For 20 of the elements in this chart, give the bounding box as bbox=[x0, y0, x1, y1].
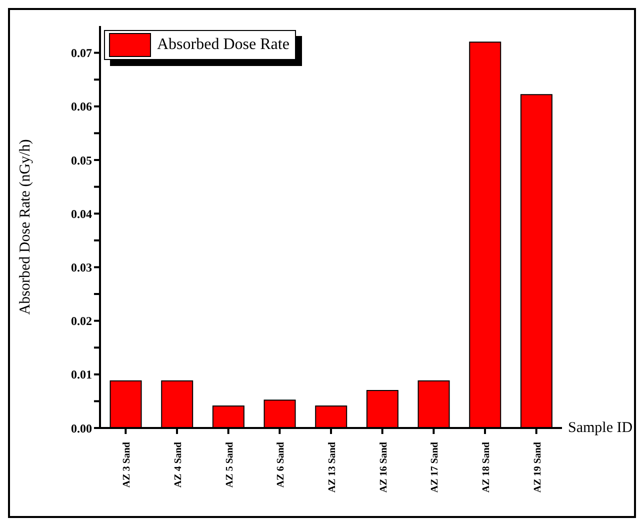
x-tick-label: AZ 6 Sand bbox=[276, 442, 287, 488]
y-tick-label: 0.07 bbox=[71, 46, 92, 60]
x-axis-title: Sample ID bbox=[568, 420, 633, 437]
x-tick-label: AZ 13 Sand bbox=[327, 442, 338, 493]
y-axis-title: Absorbed Dose Rate (nGy/h) bbox=[17, 139, 34, 315]
x-tick-label: AZ 5 Sand bbox=[224, 442, 236, 488]
legend-label: Absorbed Dose Rate bbox=[156, 35, 290, 55]
y-tick-label: 0.04 bbox=[71, 206, 92, 221]
y-tick-label: 0.03 bbox=[71, 260, 92, 274]
x-tick-label: AZ 16 Sand bbox=[378, 442, 390, 493]
y-tick-label: 0.02 bbox=[71, 314, 92, 328]
x-tick-label: AZ 17 Sand bbox=[430, 442, 441, 493]
y-tick-label: 0.06 bbox=[71, 100, 92, 114]
x-tick-label: AZ 18 Sand bbox=[481, 442, 492, 493]
text: 0.00 bbox=[71, 421, 92, 436]
x-tick-label: AZ 19 Sand bbox=[532, 442, 544, 493]
y-tick-label: 0.01 bbox=[71, 368, 92, 382]
y-tick-label: 0.05 bbox=[71, 153, 92, 168]
x-tick-label: AZ 4 Sand bbox=[173, 442, 184, 488]
x-tick-label: AZ 3 Sand bbox=[122, 442, 133, 488]
